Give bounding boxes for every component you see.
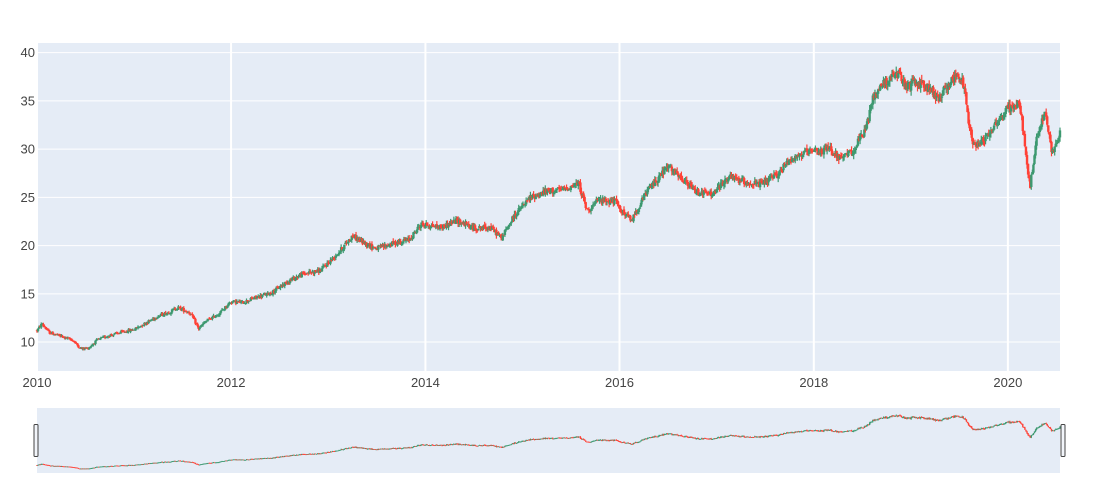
y-axis-tick-labels: 10 15 20 25 30 35 40 [21, 45, 35, 349]
x-tick-label: 2016 [605, 375, 634, 390]
candle-decreasing [965, 92, 967, 105]
y-tick-label: 40 [21, 45, 35, 60]
x-tick-label: 2018 [799, 375, 828, 390]
candle-increasing [350, 448, 351, 449]
candle-decreasing [967, 422, 968, 423]
x-axis-tick-labels: 2010 2012 2014 2016 2018 2020 [23, 375, 1023, 390]
candle-increasing [339, 450, 340, 451]
candle-decreasing [966, 419, 967, 422]
candle-decreasing [503, 447, 504, 448]
candle-increasing [1033, 433, 1034, 435]
x-tick-label: 2020 [993, 375, 1022, 390]
y-tick-label: 35 [21, 93, 35, 108]
y-tick-label: 30 [21, 142, 35, 157]
range-slider-left-handle[interactable] [34, 425, 38, 457]
y-tick-label: 25 [21, 190, 35, 205]
x-tick-label: 2012 [217, 375, 246, 390]
x-tick-label: 2010 [23, 375, 52, 390]
candle-decreasing [427, 444, 428, 445]
y-tick-label: 20 [21, 238, 35, 253]
y-tick-label: 15 [21, 286, 35, 301]
y-tick-label: 10 [21, 335, 35, 350]
x-tick-label: 2014 [411, 375, 440, 390]
range-slider-right-handle[interactable] [1061, 425, 1065, 457]
